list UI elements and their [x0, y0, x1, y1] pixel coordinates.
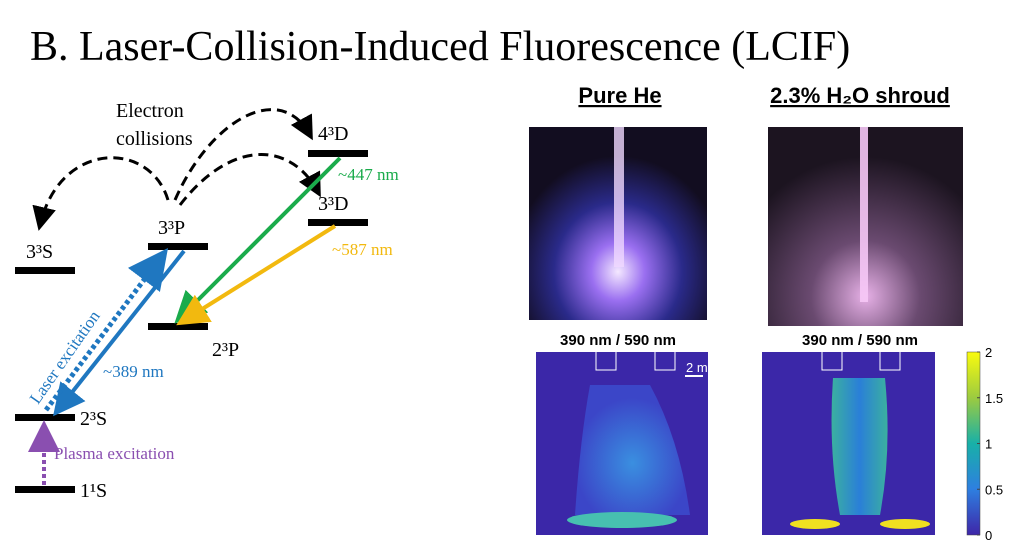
level-label: 3³S [26, 241, 53, 263]
level-label: 3³D [318, 193, 348, 215]
title: B. Laser-Collision-Induced Fluorescence … [30, 24, 850, 70]
scale-label: 2 mm [686, 360, 719, 375]
colorbar-tick-label: 0.5 [985, 482, 1003, 497]
transition-label: ~447 nm [338, 165, 399, 184]
transition-label: Plasma excitation [54, 444, 175, 463]
level-label: 2³P [212, 339, 239, 361]
panel-heading: 2.3% H₂O shroud [770, 83, 950, 108]
levels [15, 150, 368, 493]
colorbar-tick-label: 2 [985, 345, 992, 360]
level-label: 3³P [158, 217, 185, 239]
photo-jet [860, 127, 868, 302]
transition-label: ~587 nm [332, 240, 393, 259]
arrow [174, 156, 342, 324]
photo-jet [614, 127, 624, 267]
transition-label: Laser excitation [26, 307, 104, 408]
collision-label: collisions [116, 128, 193, 150]
heatmap-plume [575, 385, 690, 515]
colorbar-tick-label: 1.5 [985, 391, 1003, 406]
heatmap-base [567, 512, 677, 528]
transition-label: ~389 nm [103, 362, 164, 381]
caption: 390 nm / 590 nm [802, 332, 918, 349]
collision-arrows [32, 108, 321, 231]
colorbar-tick-label: 0 [985, 528, 992, 543]
panel-heading: Pure He [578, 83, 661, 108]
heatmap-base [880, 519, 930, 529]
level-label: 1¹S [80, 480, 107, 502]
level-label: 4³D [318, 123, 348, 145]
nozzle [821, 352, 901, 371]
heatmap-base [790, 519, 840, 529]
collision-label: Electron [116, 100, 184, 122]
nozzle [595, 352, 676, 371]
heatmap-plume [831, 378, 888, 515]
arrow [176, 224, 337, 326]
level-label: 2³S [80, 408, 107, 430]
colorbar-tick-label: 1 [985, 437, 992, 452]
arrow [44, 248, 169, 412]
caption: 390 nm / 590 nm [560, 332, 676, 349]
